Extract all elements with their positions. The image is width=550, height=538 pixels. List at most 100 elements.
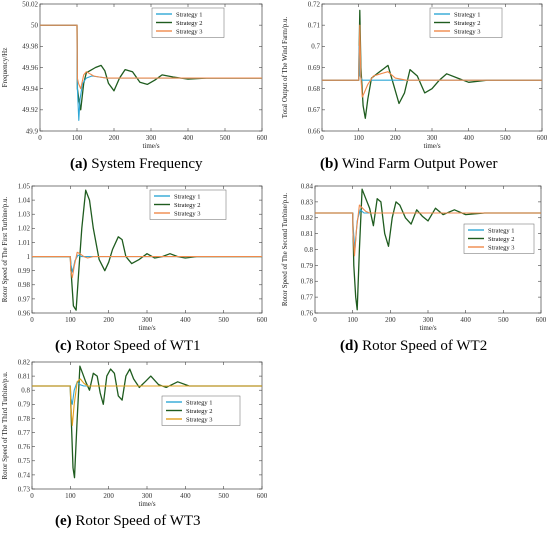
series-line-3 — [32, 251, 262, 279]
chart-d: 0 100 200 300 400 500 600 0.76 0.77 0.78 0.79 0.8 0.… — [281, 182, 547, 332]
x-tick-label: 200 — [103, 492, 114, 500]
y-tick-label: 0.82 — [18, 358, 31, 366]
y-tick-label: 1.04 — [18, 197, 31, 205]
x-axis-label: time/s — [419, 324, 436, 332]
x-tick-label: 0 — [313, 316, 317, 324]
legend-label: Strategy 1 — [176, 11, 203, 18]
y-tick-label: 0.76 — [301, 309, 314, 317]
series-line-3 — [40, 24, 262, 90]
x-tick-label: 500 — [220, 134, 231, 142]
x-tick-label: 600 — [257, 134, 268, 142]
y-tick-label: 0.66 — [308, 127, 321, 135]
x-tick-label: 200 — [103, 316, 114, 324]
y-tick-label: 49.9 — [26, 127, 39, 135]
caption-text: Rotor Speed of WT3 — [75, 513, 201, 529]
y-tick-label: 0.98 — [18, 281, 31, 289]
x-tick-label: 300 — [142, 316, 153, 324]
y-tick-label: 50 — [31, 22, 39, 30]
x-tick-label: 500 — [498, 316, 509, 324]
series-line-3 — [32, 378, 262, 427]
y-tick-label: 0.75 — [18, 457, 31, 465]
x-tick-label: 600 — [536, 316, 547, 324]
series-group — [322, 9, 542, 119]
y-tick-label: 0.97 — [18, 295, 31, 303]
caption-text: Rotor Speed of WT2 — [362, 338, 488, 354]
legend-label: Strategy 2 — [488, 236, 515, 243]
x-tick-label: 600 — [257, 316, 268, 324]
y-tick-label: 0.72 — [308, 0, 321, 8]
y-tick-label: 0.7 — [311, 43, 320, 51]
x-tick-label: 100 — [72, 134, 83, 142]
x-tick-label: 300 — [146, 134, 157, 142]
y-tick-label: 0.73 — [18, 485, 31, 493]
x-tick-label: 400 — [460, 316, 471, 324]
x-tick-label: 0 — [320, 134, 324, 142]
caption-a: (a) System Frequency — [70, 156, 202, 173]
caption-text: Wind Farm Output Power — [341, 156, 498, 172]
x-tick-label: 100 — [347, 316, 358, 324]
chart-panel-e: 0 100 200 300 400 500 600 0.73 0.74 0.75 0.76 0.77 0… — [0, 358, 270, 538]
y-tick-label: 49.96 — [22, 64, 38, 72]
series-line-3 — [315, 204, 541, 257]
series-line-2 — [40, 24, 262, 111]
caption-letter: (a) — [70, 156, 88, 172]
y-tick-label: 0.76 — [18, 443, 31, 451]
caption-d: (d) Rotor Speed of WT2 — [340, 338, 487, 355]
legend-label: Strategy 3 — [186, 416, 213, 423]
legend-label: Strategy 3 — [454, 28, 481, 35]
y-tick-label: 0.82 — [301, 214, 314, 222]
chart-a: 0 100 200 300 400 500 600 49.9 49.92 49.94 49.96 49… — [1, 0, 268, 150]
chart-panel-b: 0 100 200 300 400 500 600 0.66 0.67 0.68 0.69 0.7 0.… — [280, 0, 550, 180]
caption-text: System Frequency — [91, 156, 203, 172]
caption-b: (b) Wind Farm Output Power — [320, 156, 497, 173]
y-tick-label: 0.84 — [301, 182, 314, 190]
y-tick-label: 0.79 — [18, 401, 31, 409]
legend-label: Strategy 1 — [186, 399, 213, 406]
y-tick-label: 0.81 — [301, 230, 314, 238]
y-tick-label: 49.92 — [22, 106, 38, 114]
caption-c: (c) Rotor Speed of WT1 — [55, 338, 201, 355]
legend-label: Strategy 3 — [174, 210, 201, 217]
plot-frame — [31, 185, 263, 314]
x-tick-label: 300 — [427, 134, 438, 142]
y-tick-label: 0.74 — [18, 471, 31, 479]
x-tick-label: 0 — [30, 492, 34, 500]
chart-b: 0 100 200 300 400 500 600 0.66 0.67 0.68 0.69 0.7 0.… — [281, 0, 548, 150]
y-tick-label: 0.71 — [308, 22, 321, 30]
x-tick-label: 600 — [537, 134, 548, 142]
y-axis-label: Rotor Speed of The Third Turbine/p.u. — [1, 371, 9, 479]
series-line-2 — [32, 365, 262, 479]
y-tick-label: 1 — [27, 253, 31, 261]
x-tick-label: 300 — [423, 316, 434, 324]
y-tick-label: 0.8 — [21, 387, 30, 395]
caption-letter: (e) — [55, 513, 72, 529]
chart-panel-c: 0 100 200 300 400 500 600 0.96 0.97 0.98 0.99 1 1.01… — [0, 180, 270, 360]
x-axis-label: time/s — [423, 142, 440, 150]
x-tick-label: 500 — [218, 316, 229, 324]
x-tick-label: 500 — [500, 134, 511, 142]
x-tick-label: 300 — [142, 492, 153, 500]
y-tick-label: 0.68 — [308, 85, 321, 93]
plot-frame — [39, 3, 263, 132]
series-line-3 — [322, 24, 542, 98]
y-tick-label: 0.96 — [18, 309, 31, 317]
x-axis-label: time/s — [138, 324, 155, 332]
caption-letter: (c) — [55, 338, 72, 354]
x-tick-label: 0 — [30, 316, 34, 324]
y-tick-label: 49.98 — [22, 43, 38, 51]
caption-letter: (d) — [340, 338, 359, 354]
caption-text: Rotor Speed of WT1 — [75, 338, 201, 354]
caption-e: (e) Rotor Speed of WT3 — [55, 513, 201, 530]
legend-label: Strategy 2 — [174, 202, 201, 209]
x-tick-label: 400 — [180, 492, 191, 500]
chart-e: 0 100 200 300 400 500 600 0.73 0.74 0.75 0.76 0.77 0… — [1, 358, 268, 508]
legend-label: Strategy 1 — [174, 193, 201, 200]
legend-label: Strategy 2 — [176, 20, 203, 27]
y-tick-label: 0.79 — [301, 262, 314, 270]
x-tick-label: 100 — [65, 316, 76, 324]
legend-label: Strategy 1 — [454, 11, 481, 18]
chart-c: 0 100 200 300 400 500 600 0.96 0.97 0.98 0.99 1 1.01… — [1, 182, 268, 332]
y-tick-label: 0.77 — [301, 294, 314, 302]
x-tick-label: 0 — [38, 134, 42, 142]
x-tick-label: 400 — [463, 134, 474, 142]
